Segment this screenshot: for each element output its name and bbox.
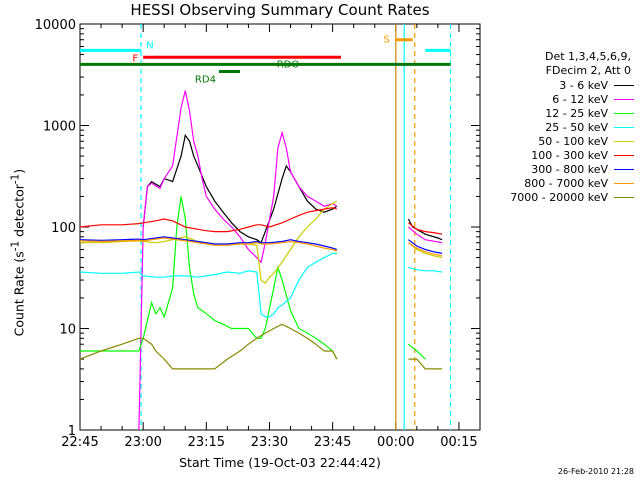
x-axis-label: Start Time (19-Oct-03 22:44:42): [179, 455, 381, 470]
series-7000-20000-kev-line: [79, 323, 338, 370]
chart-title: HESSI Observing Summary Count Rates: [130, 1, 430, 19]
legend-swatch: [614, 98, 634, 100]
legend-entry: 6 - 12 keV: [506, 92, 634, 106]
series-6-12-kev-line: [138, 90, 338, 431]
flag-label-n: N: [146, 40, 153, 51]
x-tick-label: 23:15: [188, 435, 225, 450]
series-25-50-kev-line-2: [408, 266, 443, 273]
legend-entry-label: 3 - 6 keV: [559, 78, 608, 92]
series-300-800-kev-line: [79, 236, 337, 251]
legend-swatch: [614, 168, 634, 170]
series-7000-20000-kev-line-2: [408, 358, 443, 370]
y-tick-label: 100: [51, 221, 76, 236]
y-tick-label: 10000: [35, 18, 76, 33]
series-800-7000-kev-line-2: [408, 242, 443, 257]
legend-entry: 7000 - 20000 keV: [506, 190, 634, 204]
series-50-100-kev-line-2: [408, 242, 443, 259]
flag-label-rd4: RD4: [195, 75, 216, 86]
legend-entry-label: 12 - 25 keV: [545, 106, 608, 120]
legend-swatch: [614, 84, 634, 86]
series-300-800-kev-line-2: [408, 239, 443, 254]
legend-entry: 800 - 7000 keV: [506, 176, 634, 190]
series-12-25-kev-line-2: [408, 343, 426, 360]
series-100-300-kev-line: [79, 207, 337, 233]
series-800-7000-kev-line: [79, 237, 338, 252]
series-12-25-kev-line: [80, 196, 338, 360]
y-axis-label: Count Rate (s-1 detector-1): [9, 168, 27, 337]
series-25-50-kev-line: [79, 252, 337, 318]
legend-swatch: [614, 196, 634, 198]
legend: Det 1,3,4,5,6,9, FDecim 2, Att 0 3 - 6 k…: [506, 50, 634, 204]
y-tick-label: 10: [59, 323, 76, 338]
legend-header-line1: Det 1,3,4,5,6,9,: [544, 50, 631, 63]
legend-entry-label: 50 - 100 keV: [538, 134, 608, 148]
x-tick-label: 00:00: [377, 435, 414, 450]
legend-entry-label: 300 - 800 keV: [531, 162, 608, 176]
legend-entry-label: 6 - 12 keV: [552, 92, 608, 106]
x-tick-label: 23:00: [124, 435, 161, 450]
series-6-12-kev-line-2: [408, 226, 443, 244]
series-100-300-kev-line-2: [408, 222, 443, 235]
legend-entry-label: 25 - 50 keV: [545, 120, 608, 134]
x-tick-label: 23:45: [314, 435, 351, 450]
flag-label-s: S: [383, 35, 389, 46]
legend-entry: 12 - 25 keV: [506, 106, 634, 120]
x-tick-label: 23:30: [251, 435, 288, 450]
legend-entry-label: 7000 - 20000 keV: [510, 190, 608, 204]
legend-swatch: [614, 154, 634, 156]
plot-timestamp: 26-Feb-2010 21:28: [557, 467, 634, 476]
legend-header-line2: FDecim 2, Att 0: [545, 64, 631, 77]
legend-entry: 100 - 300 keV: [506, 148, 634, 162]
legend-entry: 300 - 800 keV: [506, 162, 634, 176]
legend-entry-label: 100 - 300 keV: [531, 148, 608, 162]
legend-entry-label: 800 - 7000 keV: [524, 176, 608, 190]
flag-label-rdo: RDO: [277, 59, 300, 70]
series-3-6-kev-line-2: [407, 218, 443, 241]
x-tick-label: 22:45: [61, 435, 98, 450]
legend-swatch: [614, 112, 634, 114]
legend-entry: 3 - 6 keV: [506, 78, 634, 92]
legend-entry: 25 - 50 keV: [506, 120, 634, 134]
legend-swatch: [614, 126, 634, 128]
y-tick-label: 1: [68, 424, 76, 439]
legend-entry: 50 - 100 keV: [506, 134, 634, 148]
flag-label-f: F: [132, 53, 138, 64]
legend-swatch: [614, 182, 634, 184]
legend-swatch: [614, 140, 634, 142]
y-tick-label: 1000: [43, 120, 76, 135]
x-tick-label: 00:15: [440, 435, 477, 450]
